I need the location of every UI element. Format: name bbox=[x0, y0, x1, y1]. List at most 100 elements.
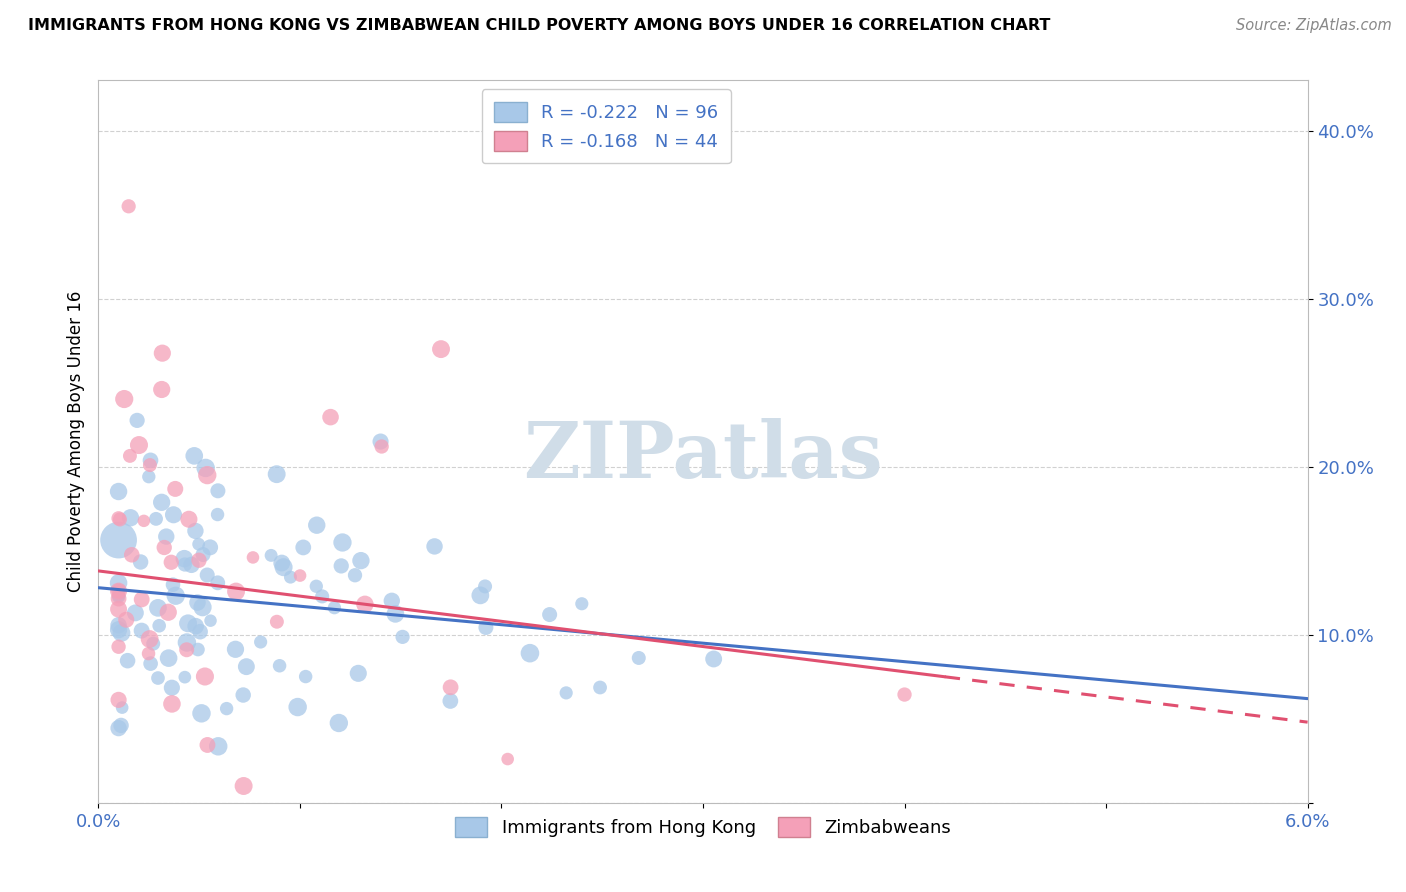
Text: Source: ZipAtlas.com: Source: ZipAtlas.com bbox=[1236, 18, 1392, 33]
Point bbox=[191, 600, 214, 615]
Point bbox=[354, 597, 377, 611]
Point bbox=[177, 616, 200, 631]
Point bbox=[571, 597, 593, 611]
Point bbox=[474, 579, 496, 593]
Point bbox=[107, 591, 129, 606]
Point bbox=[107, 533, 129, 547]
Point bbox=[207, 575, 229, 590]
Point bbox=[184, 524, 207, 538]
Point bbox=[224, 642, 246, 657]
Point bbox=[107, 693, 129, 707]
Point bbox=[200, 614, 222, 628]
Point bbox=[381, 594, 404, 608]
Point bbox=[198, 541, 221, 555]
Point bbox=[162, 577, 184, 591]
Point bbox=[107, 590, 129, 604]
Point bbox=[347, 666, 370, 681]
Point bbox=[280, 570, 302, 584]
Point bbox=[260, 549, 283, 563]
Point bbox=[107, 640, 129, 654]
Point bbox=[128, 438, 150, 452]
Point bbox=[183, 449, 205, 463]
Point bbox=[391, 630, 413, 644]
Point bbox=[188, 553, 211, 567]
Point bbox=[160, 681, 183, 695]
Point bbox=[187, 642, 209, 657]
Point bbox=[107, 584, 129, 599]
Point bbox=[110, 718, 132, 732]
Point bbox=[384, 607, 406, 621]
Point bbox=[162, 508, 184, 522]
Point bbox=[173, 551, 195, 566]
Point bbox=[121, 548, 143, 562]
Point bbox=[124, 606, 146, 620]
Point bbox=[194, 669, 217, 683]
Point bbox=[332, 535, 354, 549]
Point bbox=[150, 383, 173, 397]
Point bbox=[142, 637, 165, 651]
Point bbox=[190, 706, 212, 721]
Point bbox=[139, 657, 162, 671]
Point bbox=[110, 626, 132, 640]
Point bbox=[235, 659, 257, 673]
Point bbox=[319, 410, 342, 425]
Point bbox=[350, 554, 373, 568]
Point bbox=[232, 688, 254, 702]
Point bbox=[627, 651, 650, 665]
Point bbox=[439, 681, 461, 695]
Point bbox=[176, 635, 198, 649]
Point bbox=[107, 511, 129, 525]
Point bbox=[138, 469, 160, 483]
Point bbox=[496, 752, 519, 766]
Point bbox=[197, 738, 219, 752]
Y-axis label: Child Poverty Among Boys Under 16: Child Poverty Among Boys Under 16 bbox=[66, 291, 84, 592]
Point bbox=[207, 508, 229, 522]
Point bbox=[129, 555, 152, 569]
Point bbox=[138, 632, 160, 646]
Point bbox=[148, 619, 170, 633]
Point bbox=[249, 635, 271, 649]
Point bbox=[177, 512, 200, 526]
Point bbox=[107, 602, 129, 616]
Point bbox=[215, 701, 238, 715]
Point bbox=[470, 588, 492, 602]
Point bbox=[270, 556, 292, 570]
Point bbox=[139, 453, 162, 467]
Point bbox=[194, 461, 217, 475]
Point bbox=[180, 558, 202, 572]
Point bbox=[439, 694, 461, 708]
Point bbox=[188, 624, 211, 639]
Point bbox=[139, 458, 162, 472]
Text: ZIPatlas: ZIPatlas bbox=[523, 418, 883, 494]
Point bbox=[225, 584, 247, 599]
Point bbox=[370, 434, 392, 449]
Point bbox=[108, 512, 131, 526]
Point bbox=[146, 600, 169, 615]
Point bbox=[330, 558, 353, 573]
Point bbox=[176, 642, 198, 657]
Point bbox=[157, 651, 180, 665]
Point bbox=[107, 588, 129, 602]
Point bbox=[519, 646, 541, 660]
Point bbox=[370, 440, 392, 454]
Point bbox=[157, 605, 180, 619]
Point bbox=[328, 716, 350, 731]
Point bbox=[153, 541, 176, 555]
Point bbox=[131, 592, 153, 607]
Point bbox=[107, 618, 129, 632]
Point bbox=[273, 560, 295, 574]
Point bbox=[294, 669, 316, 683]
Point bbox=[311, 590, 333, 604]
Point bbox=[117, 654, 139, 668]
Point bbox=[186, 595, 208, 609]
Point bbox=[112, 392, 135, 406]
Point bbox=[242, 550, 264, 565]
Point bbox=[165, 589, 187, 603]
Point bbox=[165, 482, 187, 496]
Point bbox=[146, 671, 169, 685]
Point bbox=[292, 541, 315, 555]
Point bbox=[232, 779, 254, 793]
Point bbox=[187, 537, 209, 551]
Point bbox=[111, 700, 134, 714]
Point bbox=[323, 600, 346, 615]
